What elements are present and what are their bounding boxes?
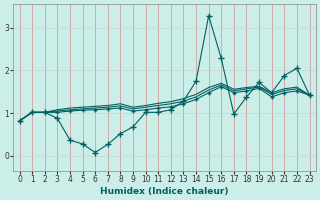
X-axis label: Humidex (Indice chaleur): Humidex (Indice chaleur)	[100, 187, 229, 196]
